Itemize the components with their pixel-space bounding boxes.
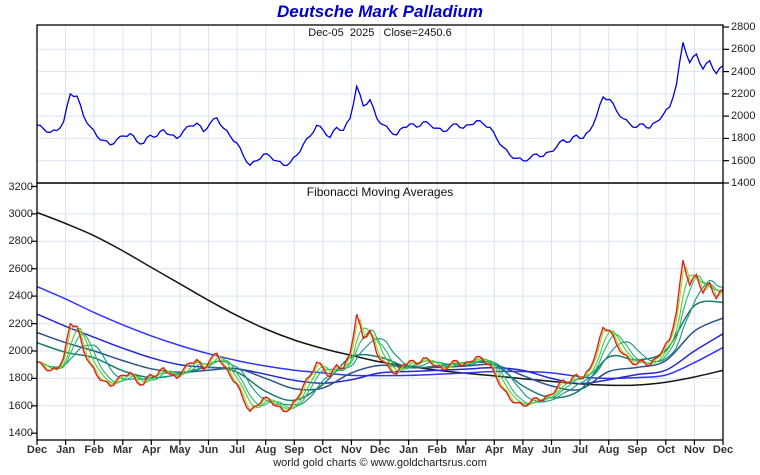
- x-tick-label: Jul: [572, 444, 589, 456]
- y-tick-label-bottom: 2400: [8, 290, 33, 303]
- y-tick-label-bottom: 2000: [8, 345, 33, 357]
- y-tick-label-top: 2600: [731, 43, 756, 56]
- fib-ma-fast-line-10: [36, 279, 724, 406]
- chart-title: Deutsche Mark Palladium: [277, 2, 483, 21]
- fib-ma-fast-line-4: [36, 273, 724, 411]
- fib-ma-144-line: [36, 285, 724, 380]
- y-tick-label-top: 2000: [731, 110, 756, 123]
- y-tick-label-bottom: 2800: [8, 235, 33, 248]
- price-line-top: [36, 42, 724, 167]
- x-tick-label: Apr: [141, 444, 161, 456]
- price-line-bottom: [36, 260, 724, 413]
- date-close-annotation: Dec-05 2025 Close=2450.6: [308, 27, 452, 39]
- y-tick-label-top: 2200: [731, 87, 756, 100]
- fib-ma-233-line: [36, 211, 724, 387]
- y-tick-label-bottom: 1800: [8, 372, 33, 385]
- x-tick-label: Mar: [456, 444, 476, 456]
- footer-credit: world gold charts © www.goldchartsrus.co…: [273, 457, 487, 469]
- y-tick-label-bottom: 2600: [8, 262, 33, 275]
- x-tick-label: May: [512, 444, 534, 456]
- x-tick-label: Aug: [597, 444, 620, 456]
- x-tick-label: Aug: [254, 444, 277, 456]
- x-tick-label: Dec: [712, 444, 734, 456]
- y-tick-label-top: 2400: [731, 65, 756, 78]
- x-tick-label: Feb: [84, 444, 104, 456]
- y-tick-label-bottom: 3200: [8, 180, 33, 193]
- x-tick-label: Jan: [399, 444, 419, 456]
- x-tick-label: Jun: [541, 444, 562, 456]
- x-tick-label: Nov: [341, 444, 362, 456]
- y-tick-label-bottom: 2200: [8, 317, 33, 330]
- fibonacci-panel-title: Fibonacci Moving Averages: [306, 185, 454, 199]
- y-tick-label-top: 1400: [731, 177, 756, 189]
- y-tick-label-bottom: 3000: [8, 207, 33, 220]
- x-tick-label: Dec: [26, 444, 48, 456]
- x-tick-label: Nov: [684, 444, 705, 456]
- x-tick-label: Feb: [427, 444, 447, 456]
- x-tick-label: Mar: [113, 444, 133, 456]
- x-tick-label: Sep: [284, 444, 305, 456]
- y-tick-label-bottom: 1600: [8, 399, 33, 412]
- x-tick-label: May: [169, 444, 191, 456]
- x-tick-label: Oct: [656, 444, 675, 456]
- x-tick-label: Jan: [56, 444, 76, 456]
- y-tick-label-top: 1600: [731, 154, 756, 167]
- y-tick-label-top: 2800: [731, 21, 756, 33]
- x-tick-label: Dec: [369, 444, 391, 456]
- x-tick-label: Sep: [627, 444, 648, 456]
- fib-ma-55-line: [36, 317, 724, 391]
- fib-ma-89-line: [36, 313, 724, 385]
- y-tick-label-bottom: 1400: [8, 427, 33, 440]
- x-tick-label: Jun: [198, 444, 219, 456]
- x-tick-label: Jul: [229, 444, 246, 456]
- x-tick-label: Apr: [484, 444, 504, 456]
- y-tick-label-top: 1800: [731, 132, 756, 145]
- x-tick-label: Oct: [313, 444, 332, 456]
